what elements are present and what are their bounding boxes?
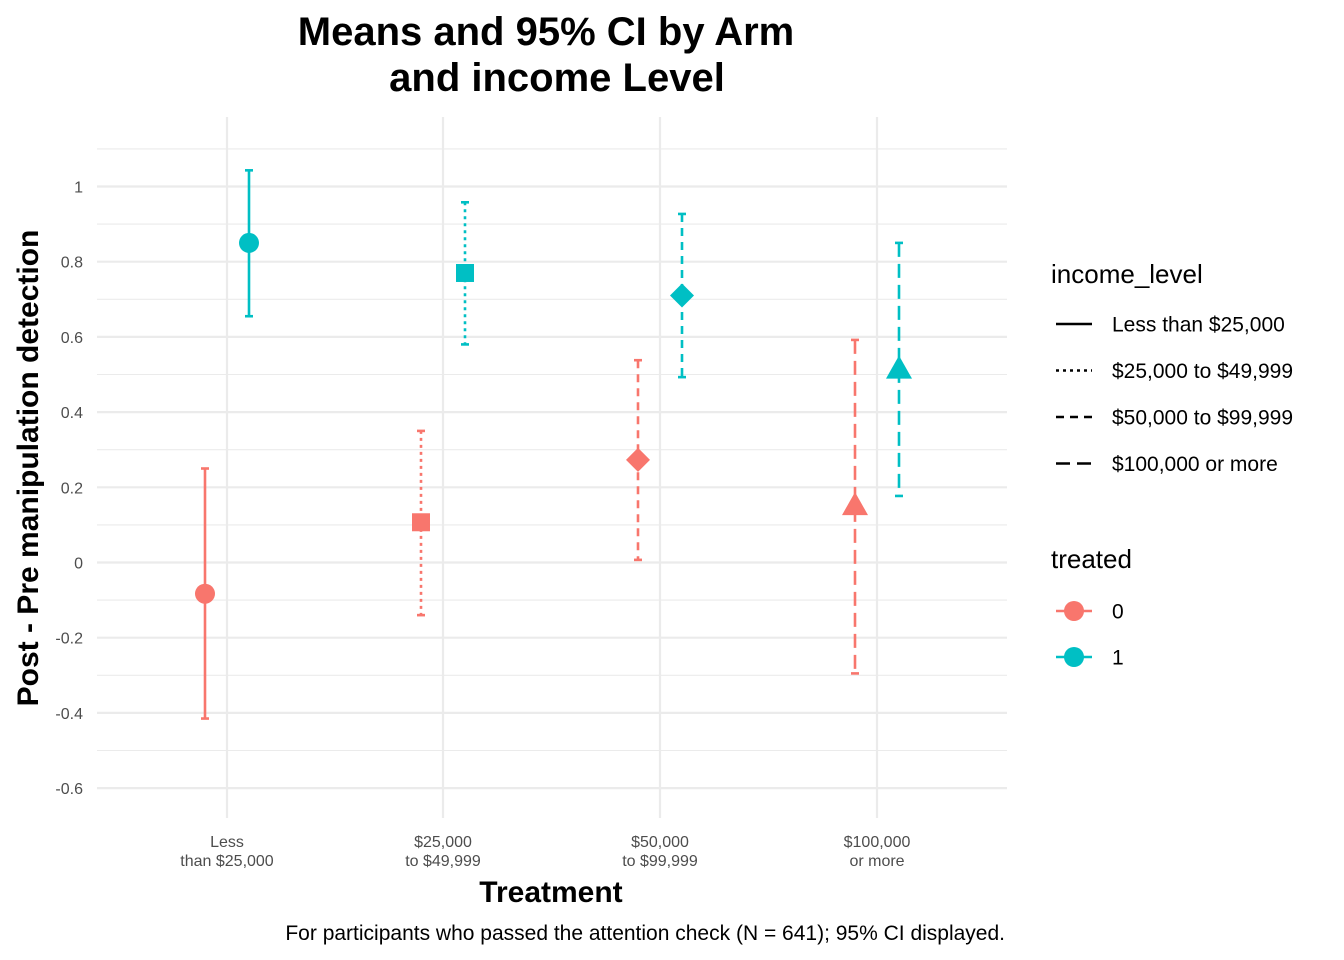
legend-item-label: 1 bbox=[1112, 647, 1124, 670]
x-tick-label: to $99,999 bbox=[622, 853, 698, 870]
chart-caption: For participants who passed the attentio… bbox=[285, 922, 1005, 945]
x-tick-label: $25,000 bbox=[414, 834, 472, 851]
legend-key-point bbox=[1064, 601, 1084, 621]
legend-item-label: 0 bbox=[1112, 601, 1124, 624]
chart-title-line-1: Means and 95% CI by Arm bbox=[298, 10, 794, 54]
x-tick-label: than $25,000 bbox=[180, 853, 274, 870]
point-triangle bbox=[842, 492, 868, 516]
legend-key-point bbox=[1064, 647, 1084, 667]
x-axis-title: Treatment bbox=[479, 876, 622, 909]
y-tick-label: 0.2 bbox=[61, 480, 83, 497]
y-tick-label: -0.6 bbox=[55, 781, 83, 798]
chart-title-line-2: and income Level bbox=[389, 56, 725, 100]
x-tick-label: Less bbox=[210, 834, 244, 851]
legend-treated-items: 01 bbox=[1056, 601, 1124, 670]
point-triangle bbox=[886, 355, 912, 379]
y-tick-label: 1 bbox=[74, 180, 83, 197]
point-circle bbox=[239, 232, 259, 253]
legend-item-label: $50,000 to $99,999 bbox=[1112, 407, 1293, 430]
legend: income_level Less than $25,000 $25,000 to… bbox=[1051, 259, 1293, 670]
legend-item-label: Less than $25,000 bbox=[1112, 314, 1285, 337]
legend-income-items: Less than $25,000 $25,000 to $49,999 $50,0… bbox=[1056, 314, 1293, 476]
error-bar bbox=[678, 212, 686, 379]
point-circle bbox=[195, 583, 215, 604]
y-tick-label: 0 bbox=[74, 556, 83, 573]
x-tick-label: $50,000 bbox=[631, 834, 689, 851]
y-tick-label: 0.8 bbox=[61, 255, 83, 272]
legend-item-label: $100,000 or more bbox=[1112, 453, 1278, 476]
x-tick-label: or more bbox=[849, 853, 904, 870]
chart-title: Means and 95% CI by Arm and income Level bbox=[298, 10, 794, 100]
legend-title-treated: treated bbox=[1051, 544, 1132, 574]
point-diamond bbox=[626, 447, 650, 472]
legend-item-label: $25,000 to $49,999 bbox=[1112, 360, 1293, 383]
y-tick-label: 0.6 bbox=[61, 330, 83, 347]
error-bars bbox=[201, 169, 903, 720]
point-diamond bbox=[670, 283, 694, 308]
legend-title-income-level: income_level bbox=[1051, 259, 1203, 289]
error-bar bbox=[851, 338, 859, 675]
y-axis-title: Post - Pre manipulation detection bbox=[12, 230, 45, 707]
y-tick-label: 0.4 bbox=[61, 405, 83, 422]
point-square bbox=[412, 513, 430, 532]
y-axis-ticks: 1 0.8 0.6 0.4 0.2 0 -0.2 -0.4 -0.6 bbox=[55, 180, 83, 799]
y-tick-label: -0.2 bbox=[55, 631, 83, 648]
mean-points bbox=[195, 232, 912, 604]
grid bbox=[97, 117, 1007, 818]
x-axis-ticks: Less than $25,000 $25,000 to $49,999 $50,000… bbox=[180, 834, 910, 870]
x-tick-label: $100,000 bbox=[844, 834, 911, 851]
x-tick-label: to $49,999 bbox=[405, 853, 481, 870]
point-square bbox=[456, 263, 474, 282]
y-tick-label: -0.4 bbox=[55, 706, 83, 723]
